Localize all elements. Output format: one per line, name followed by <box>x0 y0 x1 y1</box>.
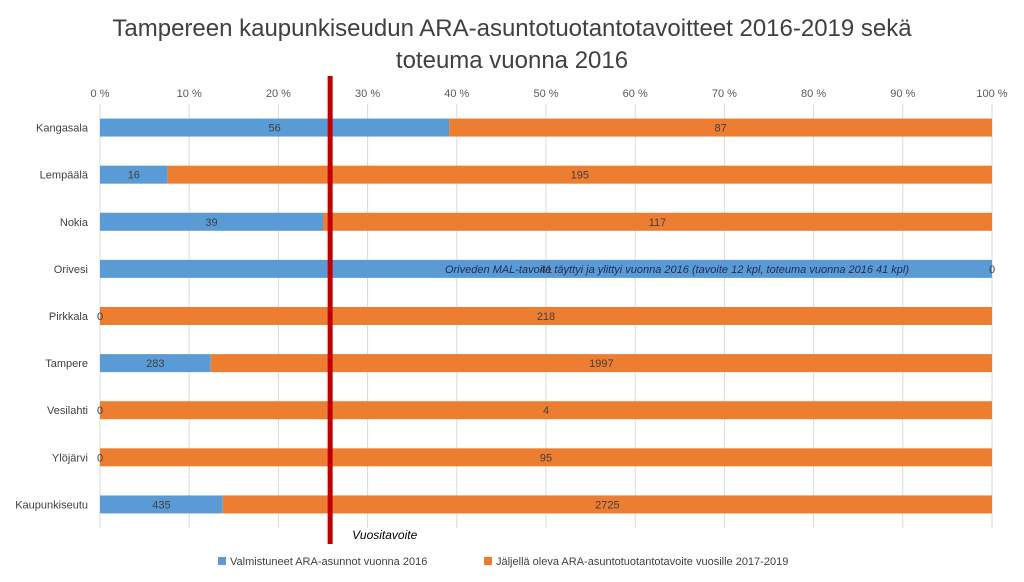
data-label: 41 <box>540 264 552 276</box>
data-label: 218 <box>537 311 555 323</box>
chart-title: Tampereen kaupunkiseudun ARA-asuntotuota… <box>112 15 912 74</box>
legend: Valmistuneet ARA-asunnot vuonna 2016 Jälj… <box>218 556 788 568</box>
x-tick-label: 70 % <box>712 88 737 100</box>
bar-remaining <box>167 165 992 184</box>
data-label: 4 <box>543 405 549 417</box>
category-label: Pirkkala <box>49 311 89 323</box>
x-tick-label: 20 % <box>266 88 291 100</box>
x-tick-label: 0 % <box>91 88 110 100</box>
category-axis: Kangasala Lempäälä Nokia Orivesi Pirkkala Tam… <box>15 123 89 512</box>
legend-swatch <box>218 557 226 565</box>
bar-remaining <box>323 212 992 231</box>
x-axis-ticks: 0 % 10 % 20 % 30 % 40 % 50 % 60 % 70 % 80 % 90 % 1… <box>91 88 1008 100</box>
data-label: 16 <box>128 170 140 182</box>
bar-completed <box>100 212 323 231</box>
bar-completed <box>100 118 450 137</box>
data-label: 0 <box>97 452 103 464</box>
data-label: 1997 <box>589 358 613 370</box>
category-label: Lempäälä <box>40 170 89 182</box>
chart-title-line: toteuma vuonna 2016 <box>396 47 628 74</box>
data-label: 0 <box>989 264 995 276</box>
x-tick-label: 10 % <box>177 88 202 100</box>
x-tick-label: 100 % <box>976 88 1007 100</box>
bar-completed <box>100 495 223 514</box>
annotation-group: Oriveden MAL-tavoite täyttyi ja ylittyi … <box>445 264 909 276</box>
category-label: Kangasala <box>36 123 89 135</box>
data-labels: 56 87 16 195 39 117 41 0 0 218 283 1997 0 4 0 95 435 2725 <box>97 123 995 512</box>
data-label: 195 <box>571 170 589 182</box>
x-tick-label: 30 % <box>355 88 380 100</box>
x-tick-label: 60 % <box>623 88 648 100</box>
chart-title-line: Tampereen kaupunkiseudun ARA-asuntotuota… <box>112 15 912 42</box>
bar-completed <box>100 354 211 373</box>
data-label: 0 <box>97 311 103 323</box>
data-label: 95 <box>540 452 552 464</box>
legend-label: Jäljellä oleva ARA-asuntotuotantotavoite… <box>496 556 788 568</box>
bar-remaining <box>449 118 992 137</box>
category-label: Vesilahti <box>47 405 88 417</box>
category-label: Ylöjärvi <box>52 452 88 464</box>
annotation-text: Oriveden MAL-tavoite täyttyi ja ylittyi … <box>445 264 909 276</box>
data-label: 56 <box>269 123 281 135</box>
data-label: 117 <box>649 217 667 229</box>
x-tick-label: 90 % <box>890 88 915 100</box>
reference-line-group: Vuositavoite <box>327 76 418 544</box>
reference-line-label: Vuositavoite <box>352 528 417 542</box>
category-label: Kaupunkiseutu <box>15 499 88 511</box>
category-label: Orivesi <box>54 264 88 276</box>
bar-completed <box>100 165 168 184</box>
data-label: 39 <box>205 217 217 229</box>
bars <box>100 118 993 514</box>
legend-swatch <box>484 557 492 565</box>
bar-remaining <box>210 354 993 373</box>
bar-remaining <box>222 495 992 514</box>
data-label: 283 <box>146 358 164 370</box>
bar-remaining <box>100 307 992 325</box>
category-label: Tampere <box>45 358 88 370</box>
category-label: Nokia <box>60 217 89 229</box>
data-label: 435 <box>152 499 170 511</box>
data-label: 87 <box>715 123 727 135</box>
data-label: 0 <box>97 405 103 417</box>
legend-label: Valmistuneet ARA-asunnot vuonna 2016 <box>230 556 427 568</box>
bar-completed <box>100 259 992 278</box>
data-label: 2725 <box>595 499 619 511</box>
x-tick-label: 40 % <box>444 88 469 100</box>
bar-remaining <box>100 448 992 467</box>
x-tick-label: 80 % <box>801 88 826 100</box>
bar-remaining <box>100 401 992 420</box>
x-tick-label: 50 % <box>533 88 558 100</box>
